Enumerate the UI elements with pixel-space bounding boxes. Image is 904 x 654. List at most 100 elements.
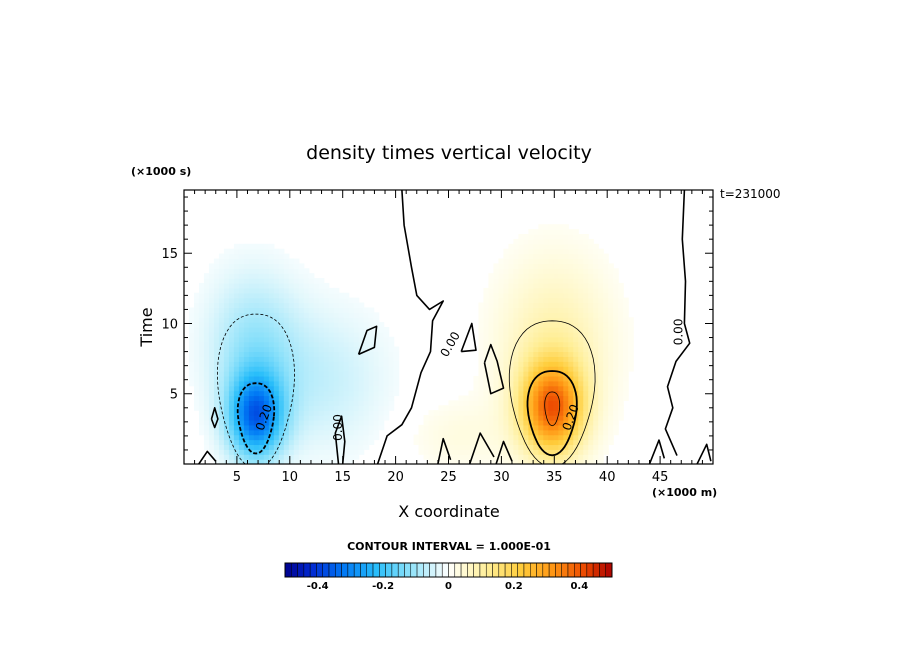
field-cell (453, 439, 460, 446)
field-cell (473, 415, 480, 421)
field-cell (578, 351, 584, 357)
field-cell (558, 361, 564, 367)
field-cell (328, 410, 335, 416)
field-cell (518, 292, 524, 299)
field-cell (333, 292, 340, 299)
field-cell (218, 380, 225, 387)
field-cell (553, 375, 559, 382)
field-cell (418, 434, 425, 441)
field-cell (353, 327, 360, 333)
field-cell (273, 307, 280, 313)
field-cell (263, 390, 270, 397)
field-cell (583, 356, 589, 362)
field-cell (368, 380, 375, 387)
field-cell (478, 341, 485, 348)
field-cell (573, 356, 579, 362)
field-cell (263, 424, 270, 431)
field-cell (273, 322, 280, 328)
field-cell (618, 341, 624, 348)
field-cell (203, 287, 210, 294)
field-cell (518, 268, 524, 274)
colorbar-tick-label: 0.4 (570, 581, 588, 592)
field-cell (293, 395, 300, 401)
field-cell (343, 375, 350, 382)
field-cell (623, 385, 629, 392)
field-cell (593, 410, 599, 416)
field-cell (598, 331, 604, 338)
field-cell (378, 375, 385, 382)
field-cell (248, 312, 255, 318)
field-cell (248, 253, 255, 260)
field-cell (358, 351, 365, 357)
field-cell (588, 273, 594, 279)
field-cell (338, 327, 345, 333)
field-cell (573, 459, 579, 464)
field-cell (293, 419, 300, 426)
y-tick-label: 10 (161, 317, 178, 332)
field-cell (303, 322, 310, 328)
field-cell (303, 336, 310, 343)
field-cell (188, 307, 195, 313)
field-cell (338, 361, 345, 367)
field-cell (223, 258, 230, 264)
field-cell (233, 341, 240, 348)
field-cell (598, 268, 604, 274)
field-cell (513, 248, 519, 255)
field-cell (333, 419, 340, 426)
field-cell (603, 380, 609, 387)
field-cell (338, 424, 345, 431)
field-cell (543, 258, 549, 264)
field-cell (293, 312, 300, 318)
field-cell (528, 405, 534, 411)
field-cell (598, 424, 604, 431)
field-cell (243, 292, 250, 299)
field-cell (578, 268, 584, 274)
field-cell (493, 361, 500, 367)
field-cell (573, 444, 579, 450)
field-cell (368, 371, 375, 377)
field-cell (568, 312, 574, 318)
colorbar-cell (391, 562, 399, 578)
field-cell (258, 361, 265, 367)
field-cell (283, 346, 290, 353)
field-cell (493, 375, 500, 382)
field-cell (238, 297, 245, 304)
field-cell (553, 405, 559, 411)
field-cell (603, 444, 609, 450)
field-cell (388, 385, 395, 392)
field-cell (313, 415, 320, 421)
field-cell (283, 312, 290, 318)
field-cell (293, 385, 300, 392)
field-cell (603, 351, 609, 357)
field-cell (508, 454, 514, 460)
colorbar-cell (467, 562, 474, 578)
field-cell (618, 297, 624, 304)
field-cell (208, 336, 215, 343)
field-cell (268, 385, 275, 392)
field-cell (598, 356, 604, 362)
field-cell (373, 312, 380, 318)
field-cell (538, 385, 544, 392)
field-cell (263, 415, 270, 421)
field-cell (523, 439, 529, 446)
field-cell (583, 341, 589, 348)
field-cell (233, 273, 240, 279)
field-cell (268, 444, 275, 450)
field-cell (313, 454, 320, 460)
field-cell (358, 302, 365, 309)
field-cell (333, 341, 340, 348)
field-cell (528, 341, 534, 348)
field-cell (318, 307, 325, 313)
field-cell (488, 292, 495, 299)
field-cell (493, 278, 500, 284)
field-cell (303, 410, 310, 416)
field-cell (298, 268, 305, 274)
field-cell (518, 273, 524, 279)
field-cell (548, 390, 554, 397)
field-cell (313, 439, 320, 446)
contour-label: 0.00 (331, 414, 345, 441)
field-cell (318, 415, 325, 421)
field-cell (608, 292, 614, 299)
field-cell (383, 341, 390, 348)
contour-zero-0 (376, 190, 445, 464)
